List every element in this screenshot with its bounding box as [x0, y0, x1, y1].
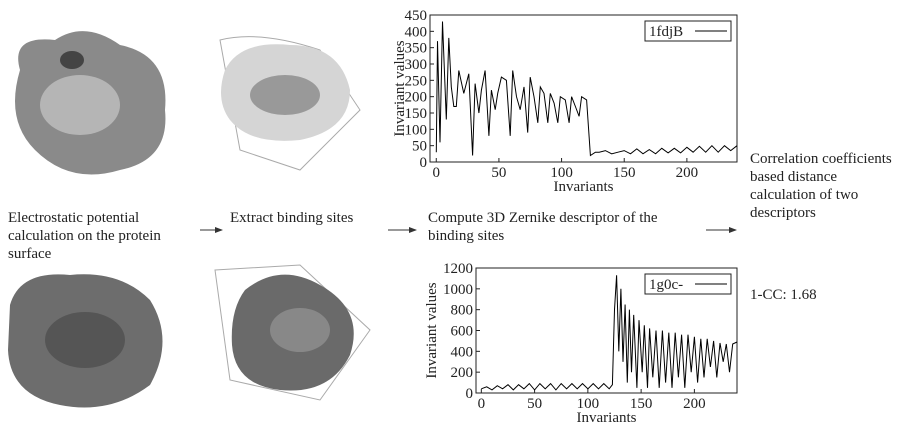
step-text: Correlation coefficients based distance … [750, 151, 892, 221]
y-tick-label: 100 [405, 122, 428, 138]
y-tick-label: 1000 [443, 282, 473, 298]
y-tick-label: 0 [420, 155, 428, 171]
x-axis-label: Invariants [577, 410, 637, 426]
x-tick-label: 100 [577, 396, 600, 412]
y-tick-label: 1200 [443, 261, 473, 277]
y-tick-label: 350 [405, 41, 428, 57]
x-tick-label: 200 [683, 396, 706, 412]
x-tick-label: 0 [433, 165, 441, 181]
x-tick-label: 50 [491, 165, 506, 181]
y-axis-label: Invariant values [392, 40, 408, 136]
x-tick-label: 150 [613, 165, 636, 181]
y-tick-label: 400 [405, 24, 428, 40]
legend-box [644, 20, 732, 42]
y-tick-label: 450 [405, 8, 428, 24]
step-text: Electrostatic potential calculation on t… [8, 210, 161, 262]
x-axis-label: Invariants [554, 179, 614, 195]
result-text: 1-CC: 1.68 [750, 287, 817, 303]
legend-label: 1g0c- [649, 277, 683, 293]
y-tick-label: 200 [451, 365, 474, 381]
y-tick-label: 250 [405, 73, 428, 89]
x-tick-label: 150 [630, 396, 653, 412]
x-tick-label: 50 [527, 396, 542, 412]
protein-image [15, 31, 166, 175]
y-tick-label: 0 [466, 386, 474, 402]
binding-site-image [219, 36, 361, 171]
protein-image [8, 274, 163, 408]
step-text: Compute 3D Zernike descriptor of the bin… [428, 210, 658, 244]
y-axis-label: Invariant values [424, 282, 440, 378]
data-line [481, 275, 738, 391]
x-tick-label: 100 [550, 165, 573, 181]
step-text: Extract binding sites [230, 210, 354, 226]
legend-box [644, 273, 732, 295]
y-tick-label: 400 [451, 344, 474, 360]
data-line [435, 21, 738, 157]
y-tick-label: 50 [412, 139, 427, 155]
plot-frame [429, 14, 738, 163]
binding-site-image [214, 264, 371, 401]
y-tick-label: 800 [451, 303, 474, 319]
y-tick-label: 150 [405, 106, 428, 122]
y-tick-label: 600 [451, 324, 474, 340]
x-tick-label: 0 [478, 396, 486, 412]
legend-label: 1fdjB [649, 24, 683, 40]
x-tick-label: 200 [676, 165, 699, 181]
y-tick-label: 300 [405, 57, 428, 73]
y-tick-label: 200 [405, 90, 428, 106]
